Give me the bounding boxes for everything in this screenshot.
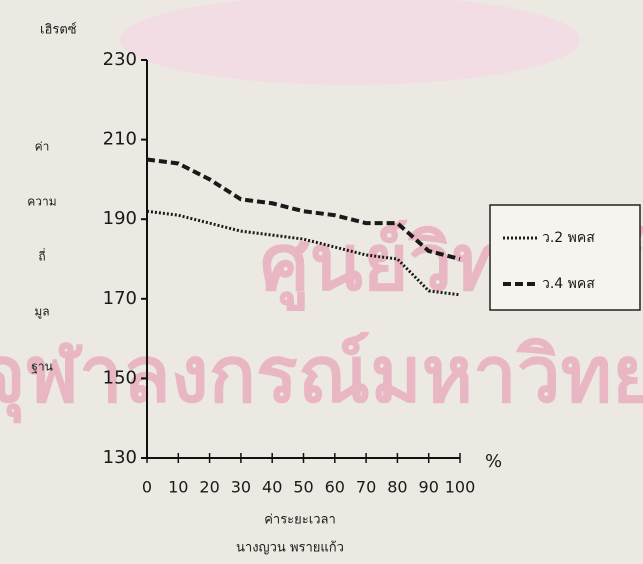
author: นางญวน พรายแก้ว [236,541,344,556]
x-tick-label: 70 [356,478,376,497]
seal-decoration [120,0,580,85]
y-tick-label: 210 [103,129,137,150]
x-tick-label: 20 [199,478,219,497]
y-tick-label: 170 [103,288,137,309]
y-axis-label: มูล [34,305,49,320]
y-tick-label: 130 [103,447,137,468]
x-tick-label: 0 [142,478,152,497]
x-tick-label: 80 [387,478,407,497]
y-tick-label: 190 [103,208,137,229]
x-tick-label: 30 [231,478,251,497]
y-tick-label: 150 [103,367,137,388]
watermark: จุฬาลงกรณ์มหาวิทยาลัย [0,330,643,423]
data-line [146,157,461,261]
y-unit-label: เฮิรตซ์ [40,22,77,38]
x-tick-label: 10 [168,478,188,497]
x-tick-label: 40 [262,478,282,497]
legend-label: ว.4 พคส [542,276,595,292]
x-tick-label: 60 [325,478,345,497]
y-axis-label: ฐาน [31,360,53,374]
x-axis-label: ค่าระยะเวลา [264,513,336,528]
y-axis-label: ความ [27,195,56,209]
legend-label: ว.2 พคส [542,230,595,246]
y-axis-label: ค่า [35,140,50,154]
x-tick-label: 50 [293,478,313,497]
legend-box [489,204,641,311]
x-tick-label: 100 [445,478,476,497]
x-tick-label: 90 [419,478,439,497]
y-axis-label: ถี่ [38,248,45,264]
y-tick-label: 230 [103,49,137,70]
data-line [146,209,461,297]
x-unit-label: % [485,451,502,472]
